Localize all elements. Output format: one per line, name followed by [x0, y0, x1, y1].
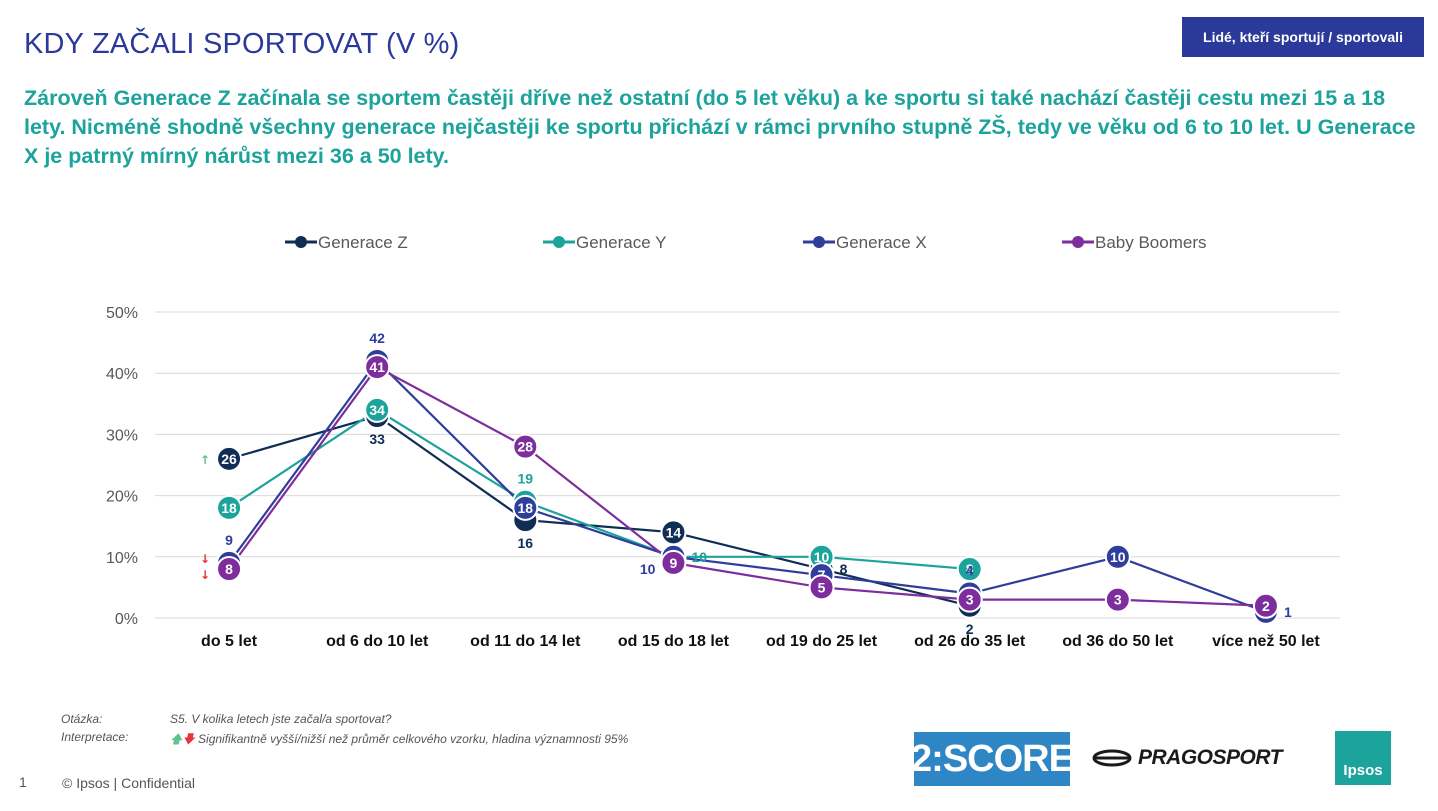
data-point [1252, 592, 1279, 619]
page-number: 1 [19, 774, 27, 790]
x-tick-label: od 11 do 14 let [470, 633, 581, 650]
series-line [228, 414, 970, 607]
data-label: 10 [691, 549, 707, 565]
legend-label: Generace Z [318, 233, 408, 252]
data-label: 10 [640, 561, 656, 577]
pragosport-logo-text: PRAGOSPORT [1138, 746, 1282, 769]
data-label: 34 [369, 402, 385, 418]
data-point [216, 556, 243, 583]
data-point [1104, 586, 1131, 613]
data-point [660, 549, 687, 576]
2score-logo: 2:SCORE [911, 732, 1074, 786]
data-point [1104, 543, 1131, 570]
data-label: 1 [1284, 604, 1292, 620]
data-point [364, 396, 391, 423]
data-point [216, 445, 243, 472]
ipsos-logo-text: Ipsos [1343, 762, 1383, 779]
ipsos-logo: Ipsos [1335, 731, 1391, 785]
data-point [808, 574, 835, 601]
interpretation-label: Interpretace: [61, 730, 129, 744]
data-point [512, 433, 539, 460]
x-tick-label: do 5 let [201, 633, 258, 650]
data-point [364, 354, 391, 381]
data-label: 26 [221, 451, 237, 467]
x-tick-label: od 36 do 50 let [1062, 633, 1174, 650]
legend-label: Baby Boomers [1095, 233, 1207, 252]
data-label: 42 [369, 330, 385, 346]
data-label: 2 [966, 621, 974, 637]
data-label: 18 [518, 500, 534, 516]
pragosport-logo: PRAGOSPORT [1092, 740, 1304, 776]
legend-label: Generace Y [576, 233, 666, 252]
significance-up-icon: ↑ [200, 453, 210, 467]
interpretation-note: 🡅🡇 Signifikantně vyšší/nižší než průměr … [170, 730, 628, 751]
data-label: 16 [518, 535, 534, 551]
data-label: 33 [369, 431, 385, 447]
y-tick-label: 20% [106, 489, 138, 506]
legend-marker [1072, 236, 1084, 248]
y-tick-label: 40% [106, 366, 138, 383]
significant-up-icon: 🡅 [170, 732, 183, 746]
legend-label: Generace X [836, 233, 927, 252]
data-label: 3 [1114, 592, 1122, 608]
x-tick-label: od 26 do 35 let [914, 633, 1026, 650]
data-label: 9 [670, 555, 678, 571]
data-label: 14 [666, 524, 682, 540]
page-title: KDY ZAČALI SPORTOVAT (V %) [24, 28, 460, 60]
line-chart: 0% 10% 20% 30% 40% 50% do 5 let od 6 do 10 let o… [106, 233, 1340, 650]
legend-marker [553, 236, 565, 248]
data-label: 19 [518, 471, 534, 487]
significance-down-icon: ↓ [200, 568, 210, 582]
x-tick-label: od 6 do 10 let [326, 633, 429, 650]
series-line [228, 365, 1266, 607]
data-point [216, 494, 243, 521]
data-point [956, 586, 983, 613]
pragosport-mark-icon [1092, 749, 1132, 767]
legend-marker [295, 236, 307, 248]
data-label: 10 [814, 549, 830, 565]
y-tick-label: 10% [106, 550, 138, 567]
target-group-badge: Lidé, kteří sportují / sportovali [1182, 17, 1424, 57]
data-label: 8 [225, 561, 233, 577]
y-tick-label: 50% [106, 305, 138, 322]
question-label: Otázka: [61, 712, 103, 726]
data-label: 10 [1110, 549, 1126, 565]
data-label: 8 [966, 561, 974, 577]
question-text: S5. V kolika letech jste začal/a sportov… [170, 712, 392, 726]
x-tick-label: od 15 do 18 let [618, 633, 730, 650]
significance-down-icon: ↓ [200, 552, 210, 566]
y-tick-label: 30% [106, 427, 138, 444]
series-line [228, 408, 970, 571]
data-label: 18 [221, 500, 237, 516]
legend-marker [813, 236, 825, 248]
interpretation-text: Signifikantně vyšší/nižší než průměr cel… [198, 732, 629, 746]
insight-text: Zároveň Generace Z začínala se sportem č… [24, 86, 1416, 168]
data-label: 41 [369, 359, 385, 375]
data-label: 2 [1262, 598, 1270, 614]
series-line [228, 359, 1267, 613]
data-label: 5 [818, 579, 826, 595]
x-tick-label: více než 50 let [1212, 633, 1320, 650]
data-point [512, 494, 539, 521]
x-tick-label: od 19 do 25 let [766, 633, 878, 650]
data-label: 4 [966, 563, 974, 579]
data-label: 9 [225, 532, 233, 548]
y-tick-label: 0% [115, 611, 138, 628]
data-label: 28 [518, 439, 534, 455]
data-label: 3 [966, 592, 974, 608]
significant-down-icon: 🡇 [182, 732, 195, 746]
data-label: 8 [840, 561, 848, 577]
copyright: © Ipsos | Confidential [62, 775, 196, 791]
